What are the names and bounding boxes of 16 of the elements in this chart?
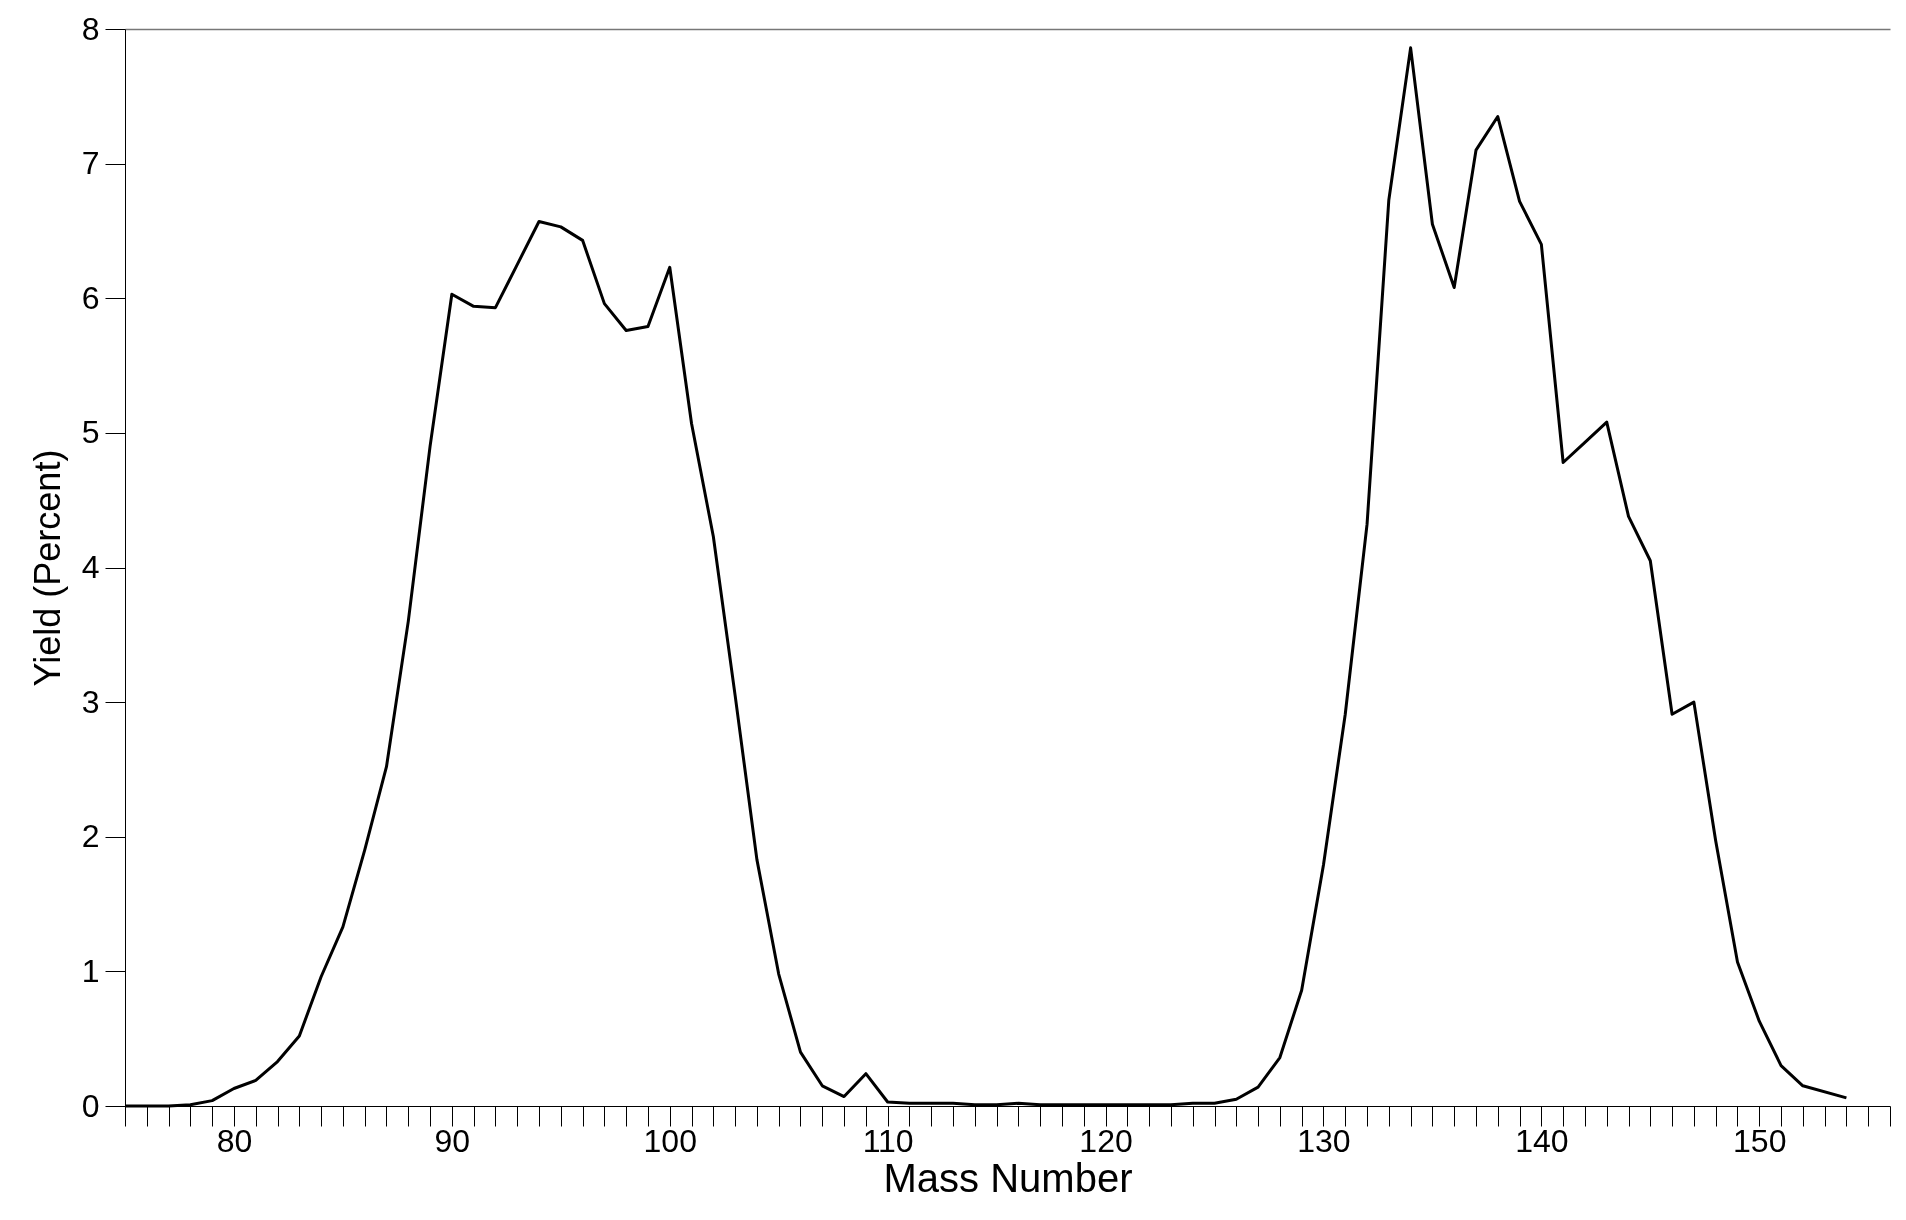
y-tick-label: 6 (81, 279, 100, 316)
y-tick-label: 0 (81, 1087, 100, 1124)
x-tick-label: 150 (1733, 1122, 1787, 1159)
y-tick-label: 4 (81, 549, 100, 585)
x-tick-label: 130 (1297, 1122, 1351, 1159)
x-tick-label: 80 (216, 1122, 253, 1159)
y-tick-label: 8 (81, 10, 100, 47)
y-tick-label: 5 (81, 414, 100, 451)
y-tick-label: 1 (81, 952, 100, 989)
y-axis-title: Yield (Percent) (26, 449, 68, 687)
y-tick-label: 2 (81, 818, 100, 855)
y-tick-label: 3 (81, 683, 100, 720)
x-tick-label: 140 (1515, 1122, 1569, 1159)
x-tick-label: 100 (643, 1122, 697, 1159)
y-tick-label: 7 (81, 145, 100, 182)
x-tick-label: 90 (434, 1122, 471, 1159)
